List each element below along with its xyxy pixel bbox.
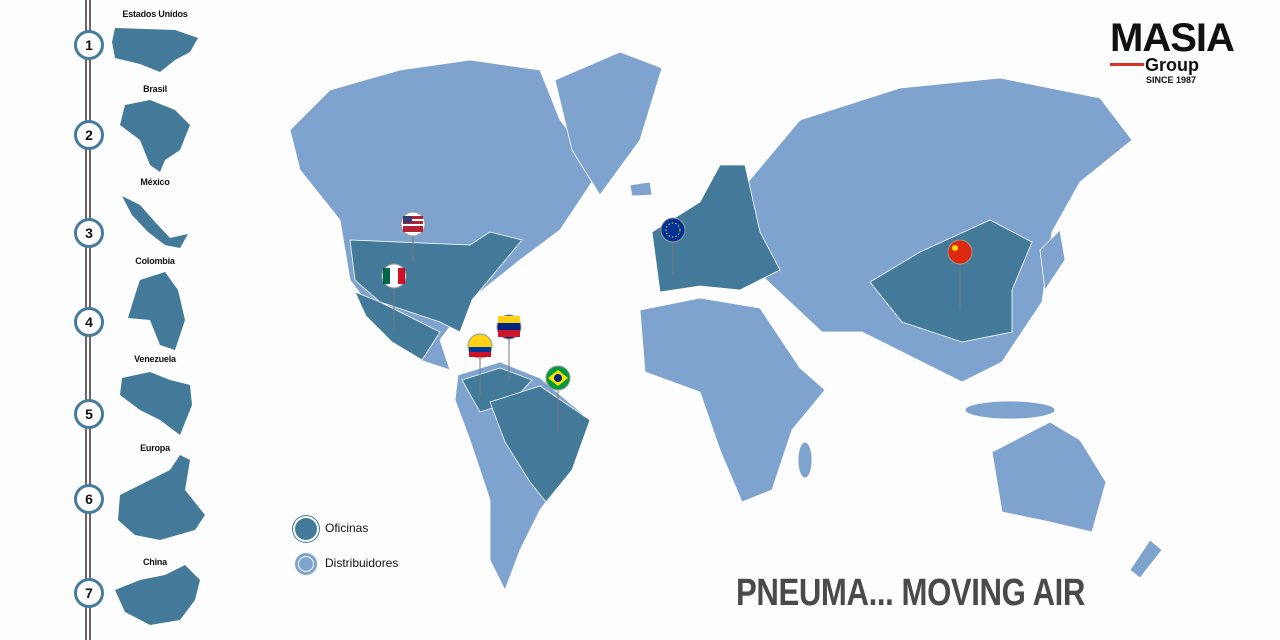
logo-since: SINCE 1987 bbox=[1146, 75, 1197, 85]
country-label: China bbox=[142, 557, 167, 567]
china bbox=[869, 219, 1033, 343]
china-flag-pin bbox=[947, 239, 973, 308]
venezuela-flag-pin bbox=[496, 314, 522, 380]
brazil-silhouette bbox=[120, 100, 190, 172]
mexico bbox=[354, 291, 441, 361]
japan bbox=[1039, 229, 1066, 292]
step-badge: 7 bbox=[74, 578, 104, 608]
country-label: Estados Unidos bbox=[122, 9, 188, 19]
legend-label: Oficinas bbox=[325, 521, 369, 535]
legend-label: Distribuidores bbox=[325, 556, 399, 570]
asia bbox=[747, 77, 1133, 383]
eu-flag-pin bbox=[660, 217, 686, 275]
country-label: Colombia bbox=[135, 256, 175, 266]
new-zealand bbox=[1129, 539, 1163, 579]
masia-group-logo: MASIA Group SINCE 1987 bbox=[1110, 16, 1245, 85]
colombia-silhouette bbox=[128, 272, 185, 350]
brazil bbox=[489, 385, 591, 503]
distribuidores-regions bbox=[289, 51, 1163, 591]
china-silhouette bbox=[115, 565, 200, 625]
flag-pins bbox=[381, 211, 973, 432]
step-badge: 1 bbox=[74, 30, 104, 60]
mexico-silhouette bbox=[122, 196, 188, 248]
slogan: PNEUMA... MOVING AIR bbox=[736, 572, 1085, 614]
brazil-flag-pin bbox=[545, 365, 571, 432]
madagascar bbox=[797, 441, 813, 479]
indonesia bbox=[964, 400, 1056, 420]
venezuela-silhouette bbox=[120, 372, 192, 435]
mexico-flag-pin bbox=[381, 263, 407, 330]
country-label: Venezuela bbox=[134, 354, 176, 364]
legend-swatch bbox=[295, 553, 317, 575]
greenland bbox=[554, 51, 663, 196]
step-badge: 5 bbox=[74, 399, 104, 429]
country-label: Brasil bbox=[143, 84, 167, 94]
step-badge: 2 bbox=[74, 120, 104, 150]
sidebar-silhouettes bbox=[112, 28, 205, 625]
colombia-flag-pin bbox=[467, 333, 493, 395]
step-badge: 6 bbox=[74, 484, 104, 514]
iceland bbox=[629, 181, 653, 197]
country-label: México bbox=[140, 177, 170, 187]
legend-swatch bbox=[295, 518, 317, 540]
north-america bbox=[289, 59, 601, 371]
logo-brand: MASIA bbox=[1110, 16, 1235, 60]
usa-silhouette bbox=[112, 28, 198, 72]
europe bbox=[651, 164, 781, 293]
australia bbox=[991, 421, 1107, 533]
country-label: Europa bbox=[140, 443, 170, 453]
step-badge: 3 bbox=[74, 218, 104, 248]
logo-sub: Group bbox=[1145, 55, 1199, 75]
step-badge: 4 bbox=[74, 307, 104, 337]
usa bbox=[349, 231, 523, 333]
europe-silhouette bbox=[118, 455, 205, 540]
africa bbox=[639, 297, 826, 503]
oficinas-regions bbox=[349, 164, 1033, 503]
usa-flag-pin bbox=[400, 211, 426, 262]
logo-red-bar bbox=[1110, 63, 1144, 66]
